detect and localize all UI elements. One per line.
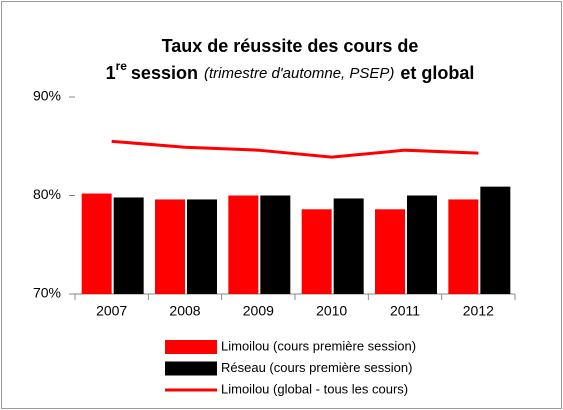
- x-tick-label: 2007: [96, 303, 127, 319]
- bar: [155, 199, 185, 294]
- legend-swatch: [165, 340, 217, 354]
- bar: [333, 198, 364, 294]
- x-tick-label: 2009: [243, 303, 274, 319]
- line: [111, 139, 479, 159]
- y-tick-label: 70%: [33, 285, 61, 301]
- bar: [187, 199, 217, 294]
- x-tick-label: 2011: [390, 303, 420, 319]
- bar: [407, 195, 437, 294]
- bar: [301, 209, 332, 294]
- y-tick-label: 80%: [33, 186, 61, 202]
- title-part: (trimestre d'automne, PSEP): [204, 65, 394, 82]
- title-part: re: [116, 59, 128, 73]
- bar: [260, 195, 291, 294]
- x-tick-label: 2008: [169, 303, 200, 319]
- y-tick-label: 90%: [33, 88, 61, 104]
- chart-title: Taux de réussite des cours de: [162, 36, 419, 56]
- title-part: session: [131, 63, 198, 83]
- chart-title: 1re session (trimestre d'automne, PSEP) et …: [106, 59, 475, 83]
- bar: [113, 197, 144, 294]
- legend-label: Réseau (cours première session): [221, 360, 412, 375]
- legend-swatch: [165, 361, 217, 376]
- bar: [375, 209, 405, 294]
- bar: [480, 186, 511, 294]
- bar: [448, 199, 479, 294]
- x-tick-label: 2012: [463, 303, 494, 319]
- title-part: et global: [400, 63, 474, 83]
- legend-label: Limoilou (global - tous les cours): [221, 381, 408, 396]
- title-part: 1: [106, 63, 116, 83]
- legend-label: Limoilou (cours première session): [221, 338, 416, 353]
- bar: [81, 193, 112, 294]
- x-tick-label: 2010: [316, 303, 347, 319]
- bar: [228, 195, 259, 294]
